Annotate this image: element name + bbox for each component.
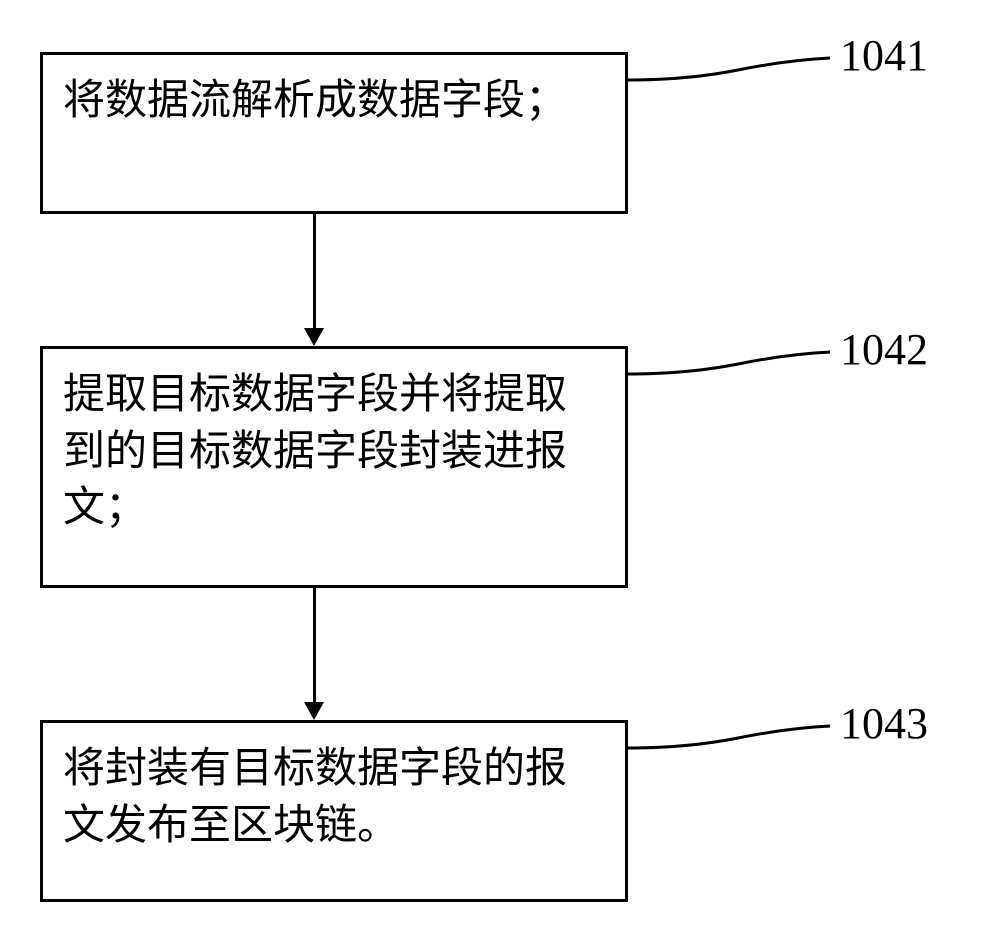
node-text: 提取目标数据字段并将提取到的目标数据字段封装进报文； [63,367,605,537]
node-label-1042: 1042 [840,324,928,375]
arrow-head-2-to-3 [304,702,324,720]
node-label-1043: 1043 [840,698,928,749]
arrow-2-to-3 [313,588,316,702]
flowchart-container: 将数据流解析成数据字段； 1041 提取目标数据字段并将提取到的目标数据字段封装… [0,0,1000,926]
node-text: 将数据流解析成数据字段； [63,73,567,130]
node-text: 将封装有目标数据字段的报文发布至区块链。 [63,741,605,854]
flow-node-parse: 将数据流解析成数据字段； [40,52,628,214]
arrow-head-1-to-2 [304,328,324,346]
flow-node-extract: 提取目标数据字段并将提取到的目标数据字段封装进报文； [40,346,628,588]
arrow-1-to-2 [313,214,316,328]
leader-line-1042 [628,344,838,404]
leader-line-1041 [628,50,838,110]
leader-line-1043 [628,718,838,778]
node-label-1041: 1041 [840,30,928,81]
flow-node-publish: 将封装有目标数据字段的报文发布至区块链。 [40,720,628,902]
